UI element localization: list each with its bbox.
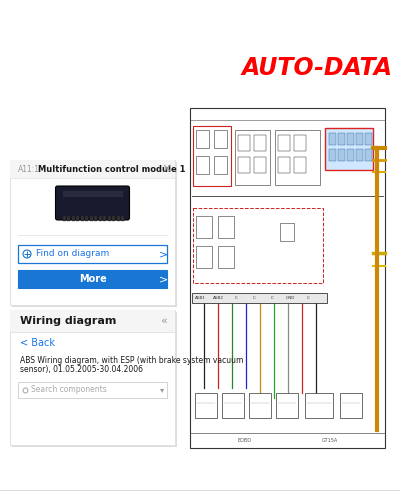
Bar: [235, 130, 270, 185]
Bar: [214, 130, 227, 148]
Text: >: >: [158, 274, 168, 284]
Bar: [365, 133, 372, 145]
Bar: [196, 216, 212, 238]
Bar: [338, 133, 345, 145]
Text: >: >: [158, 249, 168, 259]
Bar: [280, 223, 294, 241]
Bar: [196, 130, 209, 148]
FancyBboxPatch shape: [56, 186, 130, 220]
Bar: [294, 135, 306, 151]
Text: Multifunction control module 1: Multifunction control module 1: [38, 164, 186, 173]
Bar: [85, 216, 88, 221]
Text: ▾: ▾: [160, 386, 164, 394]
Text: C: C: [252, 296, 256, 300]
Text: < Back: < Back: [20, 338, 55, 348]
Bar: [347, 149, 354, 161]
Text: Find on diagram: Find on diagram: [36, 250, 109, 258]
Text: «: «: [160, 316, 167, 326]
Text: Search components: Search components: [31, 386, 107, 394]
Bar: [356, 133, 363, 145]
Bar: [18, 270, 167, 288]
Bar: [214, 156, 227, 174]
Bar: [222, 393, 244, 418]
Bar: [193, 126, 231, 186]
Bar: [80, 216, 84, 221]
Bar: [190, 108, 385, 448]
Text: GND: GND: [285, 296, 295, 300]
Bar: [18, 382, 167, 398]
Bar: [12, 312, 177, 447]
Bar: [98, 216, 102, 221]
Text: AUTO-DATA: AUTO-DATA: [242, 56, 393, 80]
Bar: [329, 149, 336, 161]
Bar: [193, 208, 323, 283]
Bar: [108, 216, 110, 221]
Bar: [196, 246, 212, 268]
Bar: [254, 157, 266, 173]
Bar: [294, 157, 306, 173]
Bar: [192, 293, 327, 303]
Bar: [238, 135, 250, 151]
Text: A5B1: A5B1: [194, 296, 206, 300]
Bar: [67, 216, 70, 221]
Bar: [276, 393, 298, 418]
Text: C: C: [306, 296, 310, 300]
Bar: [278, 135, 290, 151]
Bar: [278, 157, 290, 173]
Bar: [10, 160, 175, 178]
Bar: [62, 191, 122, 197]
Bar: [195, 393, 217, 418]
Bar: [10, 160, 175, 305]
Bar: [103, 216, 106, 221]
Bar: [10, 310, 175, 332]
Bar: [329, 133, 336, 145]
Text: C: C: [270, 296, 274, 300]
Bar: [62, 216, 66, 221]
Bar: [196, 156, 209, 174]
Text: More: More: [79, 274, 106, 284]
Text: ×: ×: [162, 162, 172, 175]
Bar: [116, 216, 120, 221]
Text: C: C: [234, 296, 238, 300]
Text: EOBD: EOBD: [238, 438, 252, 442]
Bar: [338, 149, 345, 161]
Bar: [72, 216, 74, 221]
Bar: [365, 149, 372, 161]
Bar: [347, 133, 354, 145]
Text: A11:1: A11:1: [18, 164, 40, 173]
Text: sensor), 01.05.2005-30.04.2006: sensor), 01.05.2005-30.04.2006: [20, 365, 143, 374]
Bar: [254, 135, 266, 151]
Bar: [10, 310, 175, 445]
Text: ABS Wiring diagram, with ESP (with brake system vacuum: ABS Wiring diagram, with ESP (with brake…: [20, 356, 243, 365]
Bar: [249, 393, 271, 418]
Bar: [94, 216, 97, 221]
Bar: [18, 245, 167, 263]
Bar: [76, 216, 79, 221]
Bar: [275, 130, 320, 185]
Text: A5B2: A5B2: [212, 296, 224, 300]
Text: Wiring diagram: Wiring diagram: [20, 316, 116, 326]
Bar: [238, 157, 250, 173]
Bar: [12, 162, 177, 307]
Bar: [121, 216, 124, 221]
Bar: [356, 149, 363, 161]
Text: GT15A: GT15A: [322, 438, 338, 442]
Bar: [218, 216, 234, 238]
Bar: [305, 393, 333, 418]
Bar: [90, 216, 92, 221]
Bar: [112, 216, 115, 221]
Bar: [325, 128, 373, 170]
Bar: [340, 393, 362, 418]
Bar: [218, 246, 234, 268]
